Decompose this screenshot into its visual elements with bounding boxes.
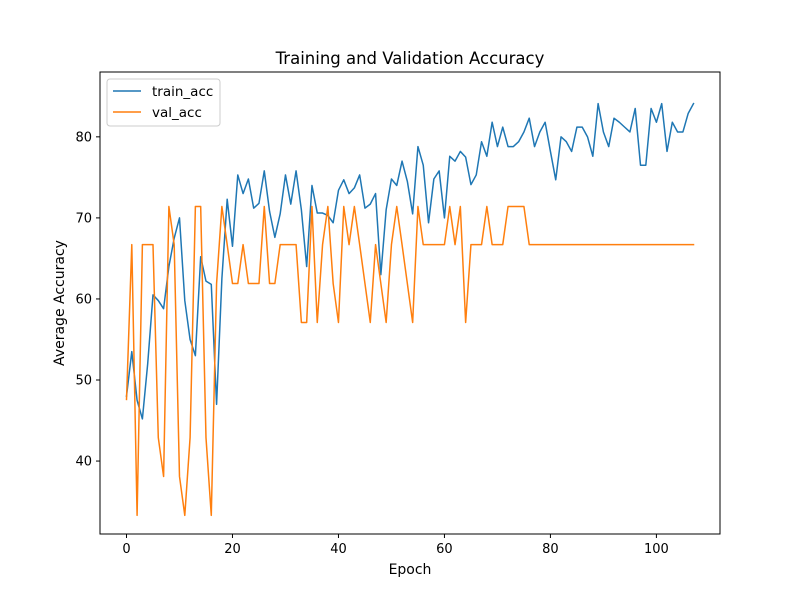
y-tick-label: 80	[75, 130, 92, 145]
x-axis: 0 20 40 60 80 100	[122, 534, 669, 557]
series-line-train-acc	[125, 102, 695, 420]
y-tick-label: 50	[75, 374, 92, 389]
y-tick-label: 70	[75, 211, 92, 226]
y-axis-label: Average Accuracy	[52, 240, 68, 366]
plot-frame	[99, 71, 721, 535]
legend-label: val_acc	[152, 105, 202, 121]
x-axis-label: Epoch	[389, 562, 432, 578]
x-tick-label: 80	[542, 542, 559, 557]
x-tick-label: 20	[224, 542, 241, 557]
y-tick-label: 60	[75, 292, 92, 307]
legend: train_acc val_acc	[106, 78, 221, 127]
chart-title: Training and Validation Accuracy	[275, 49, 545, 68]
legend-label: train_acc	[152, 84, 213, 100]
x-tick-label: 0	[122, 542, 130, 557]
x-tick-label: 100	[644, 542, 669, 557]
plot-area	[125, 102, 695, 517]
y-tick-label: 40	[75, 455, 92, 470]
y-axis: 40 50 60 70 80	[75, 130, 100, 470]
x-tick-label: 60	[436, 542, 453, 557]
x-tick-label: 40	[330, 542, 347, 557]
series-line-val-acc	[125, 205, 695, 517]
